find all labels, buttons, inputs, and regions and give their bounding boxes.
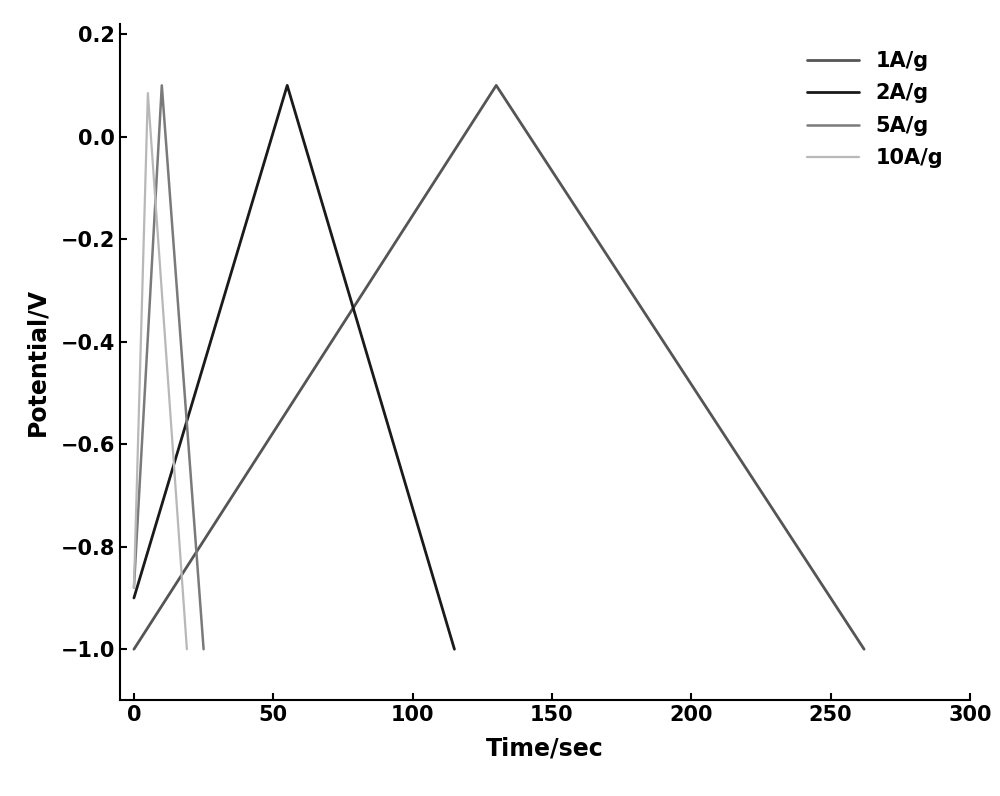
Line: 2A/g: 2A/g xyxy=(134,85,454,650)
5A/g xyxy=(198,645,210,654)
1A/g xyxy=(858,645,870,654)
Legend: 1A/g, 2A/g, 5A/g, 10A/g: 1A/g, 2A/g, 5A/g, 10A/g xyxy=(790,34,960,185)
Line: 10A/g: 10A/g xyxy=(134,93,187,650)
Line: 1A/g: 1A/g xyxy=(134,85,864,650)
10A/g xyxy=(128,583,140,592)
2A/g xyxy=(448,645,460,654)
2A/g xyxy=(128,593,140,603)
5A/g xyxy=(128,583,140,592)
Line: 5A/g: 5A/g xyxy=(134,85,204,650)
10A/g xyxy=(181,645,193,654)
1A/g xyxy=(490,80,502,90)
Y-axis label: Potential/V: Potential/V xyxy=(26,288,50,436)
2A/g xyxy=(281,80,293,90)
10A/g xyxy=(142,88,154,98)
X-axis label: Time/sec: Time/sec xyxy=(486,736,604,760)
1A/g xyxy=(128,645,140,654)
5A/g xyxy=(156,80,168,90)
